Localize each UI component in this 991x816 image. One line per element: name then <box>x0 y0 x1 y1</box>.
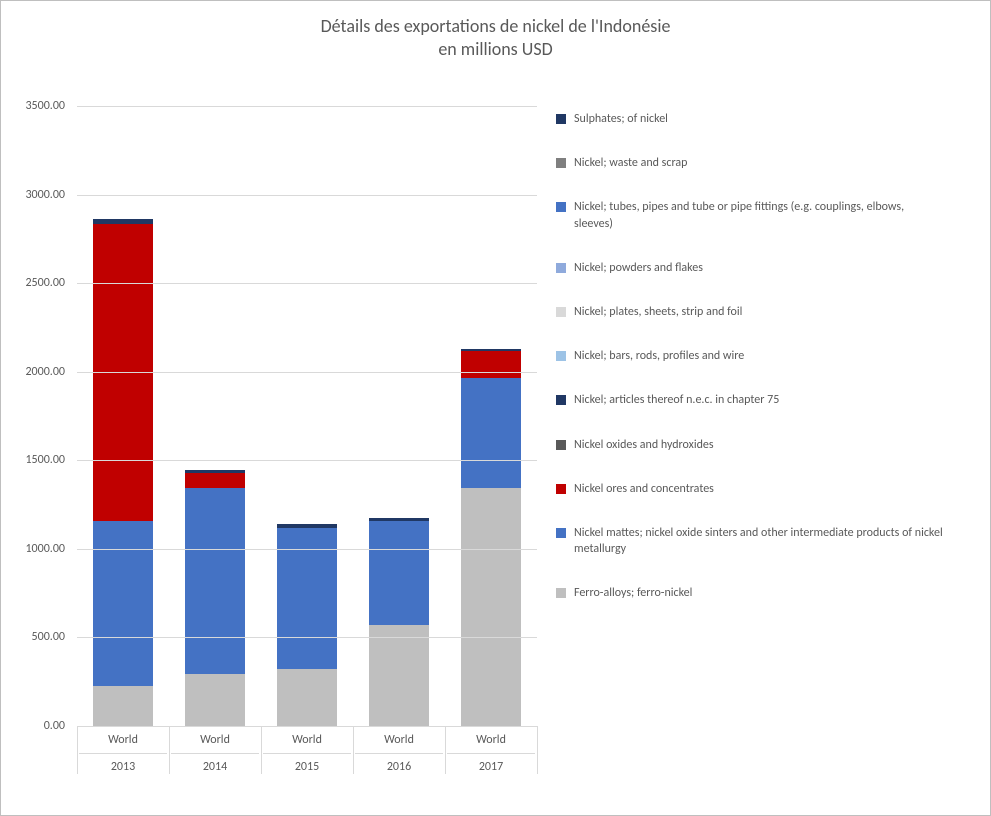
x-axis-separator <box>445 726 446 774</box>
bar-segment <box>93 686 153 726</box>
bars-group <box>77 106 537 726</box>
chart-container: Détails des exportations de nickel de l'… <box>0 0 991 816</box>
legend-item: Ferro-alloys; ferro-nickel <box>556 585 976 601</box>
gridline <box>77 106 537 107</box>
legend-item: Sulphates; of nickel <box>556 111 976 127</box>
legend-item: Nickel ores and concentrates <box>556 481 976 497</box>
y-tick-label: 0.00 <box>1 719 65 733</box>
x-axis-separators <box>77 726 537 774</box>
legend-label: Ferro-alloys; ferro-nickel <box>574 585 692 601</box>
x-axis-separator <box>353 726 354 774</box>
legend-swatch <box>556 351 566 361</box>
gridline <box>77 460 537 461</box>
y-tick-label: 3500.00 <box>1 99 65 113</box>
legend-label: Nickel; powders and flakes <box>574 260 703 276</box>
legend-label: Nickel; articles thereof n.e.c. in chapt… <box>574 392 779 408</box>
x-axis-separator <box>261 726 262 774</box>
y-tick-label: 1000.00 <box>1 542 65 556</box>
legend-swatch <box>556 528 566 538</box>
legend-item: Nickel; powders and flakes <box>556 260 976 276</box>
gridline <box>77 195 537 196</box>
legend-label: Nickel; waste and scrap <box>574 155 687 171</box>
legend-label: Nickel; tubes, pipes and tube or pipe fi… <box>574 199 944 231</box>
legend-item: Nickel mattes; nickel oxide sinters and … <box>556 525 976 557</box>
bar-segment <box>369 521 429 625</box>
legend-item: Nickel; articles thereof n.e.c. in chapt… <box>556 392 976 408</box>
y-axis: 0.00500.001000.001500.002000.002500.0030… <box>1 106 71 726</box>
y-tick-label: 2500.00 <box>1 276 65 290</box>
plot-area <box>77 106 537 726</box>
legend-label: Nickel ores and concentrates <box>574 481 714 497</box>
bar-segment <box>369 625 429 726</box>
x-axis-separator <box>537 726 538 774</box>
legend-swatch <box>556 158 566 168</box>
bar-segment <box>93 521 153 686</box>
bar-segment <box>461 488 521 726</box>
bar-segment <box>461 351 521 378</box>
y-tick-label: 500.00 <box>1 630 65 644</box>
y-tick-label: 1500.00 <box>1 453 65 467</box>
legend-label: Nickel; bars, rods, profiles and wire <box>574 348 744 364</box>
legend-swatch <box>556 263 566 273</box>
chart-title: Détails des exportations de nickel de l'… <box>1 1 990 62</box>
y-tick-label: 3000.00 <box>1 188 65 202</box>
gridline <box>77 283 537 284</box>
gridline <box>77 549 537 550</box>
legend-item: Nickel; waste and scrap <box>556 155 976 171</box>
legend-label: Nickel; plates, sheets, strip and foil <box>574 304 742 320</box>
legend-item: Nickel oxides and hydroxides <box>556 437 976 453</box>
legend-swatch <box>556 114 566 124</box>
legend-swatch <box>556 307 566 317</box>
legend-label: Nickel mattes; nickel oxide sinters and … <box>574 525 944 557</box>
bar-segment <box>185 674 245 726</box>
legend-swatch <box>556 588 566 598</box>
bar <box>277 524 337 726</box>
legend-item: Nickel; plates, sheets, strip and foil <box>556 304 976 320</box>
legend-item: Nickel; tubes, pipes and tube or pipe fi… <box>556 199 976 231</box>
gridline <box>77 637 537 638</box>
legend-label: Sulphates; of nickel <box>574 111 668 127</box>
x-axis-separator <box>77 726 78 774</box>
chart-title-line1: Détails des exportations de nickel de l'… <box>321 15 671 37</box>
legend: Sulphates; of nickel Nickel; waste and sc… <box>556 111 976 629</box>
legend-swatch <box>556 484 566 494</box>
legend-item: Nickel; bars, rods, profiles and wire <box>556 348 976 364</box>
bar <box>185 470 245 726</box>
legend-swatch <box>556 202 566 212</box>
x-axis-separator <box>169 726 170 774</box>
x-axis: World2013World2014World2015World2016Worl… <box>77 726 537 774</box>
bar-segment <box>185 488 245 674</box>
legend-swatch <box>556 440 566 450</box>
y-tick-label: 2000.00 <box>1 365 65 379</box>
bar-segment <box>185 473 245 488</box>
bar-segment <box>461 378 521 488</box>
bar <box>93 219 153 726</box>
bar-segment <box>277 669 337 726</box>
bar <box>461 349 521 726</box>
chart-title-line2: en millions USD <box>438 38 552 60</box>
legend-swatch <box>556 395 566 405</box>
gridline <box>77 372 537 373</box>
legend-label: Nickel oxides and hydroxides <box>574 437 714 453</box>
